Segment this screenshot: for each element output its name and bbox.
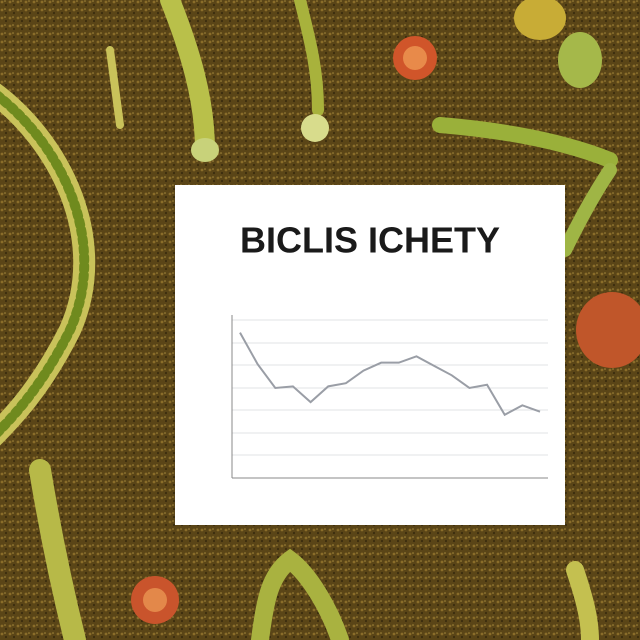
grid	[232, 319, 548, 456]
line	[239, 332, 541, 417]
chart-card	[175, 185, 565, 525]
chart-title: BICLIS ICHETY	[240, 220, 500, 261]
decoration	[0, 0, 618, 640]
decoration-spots	[131, 0, 640, 624]
